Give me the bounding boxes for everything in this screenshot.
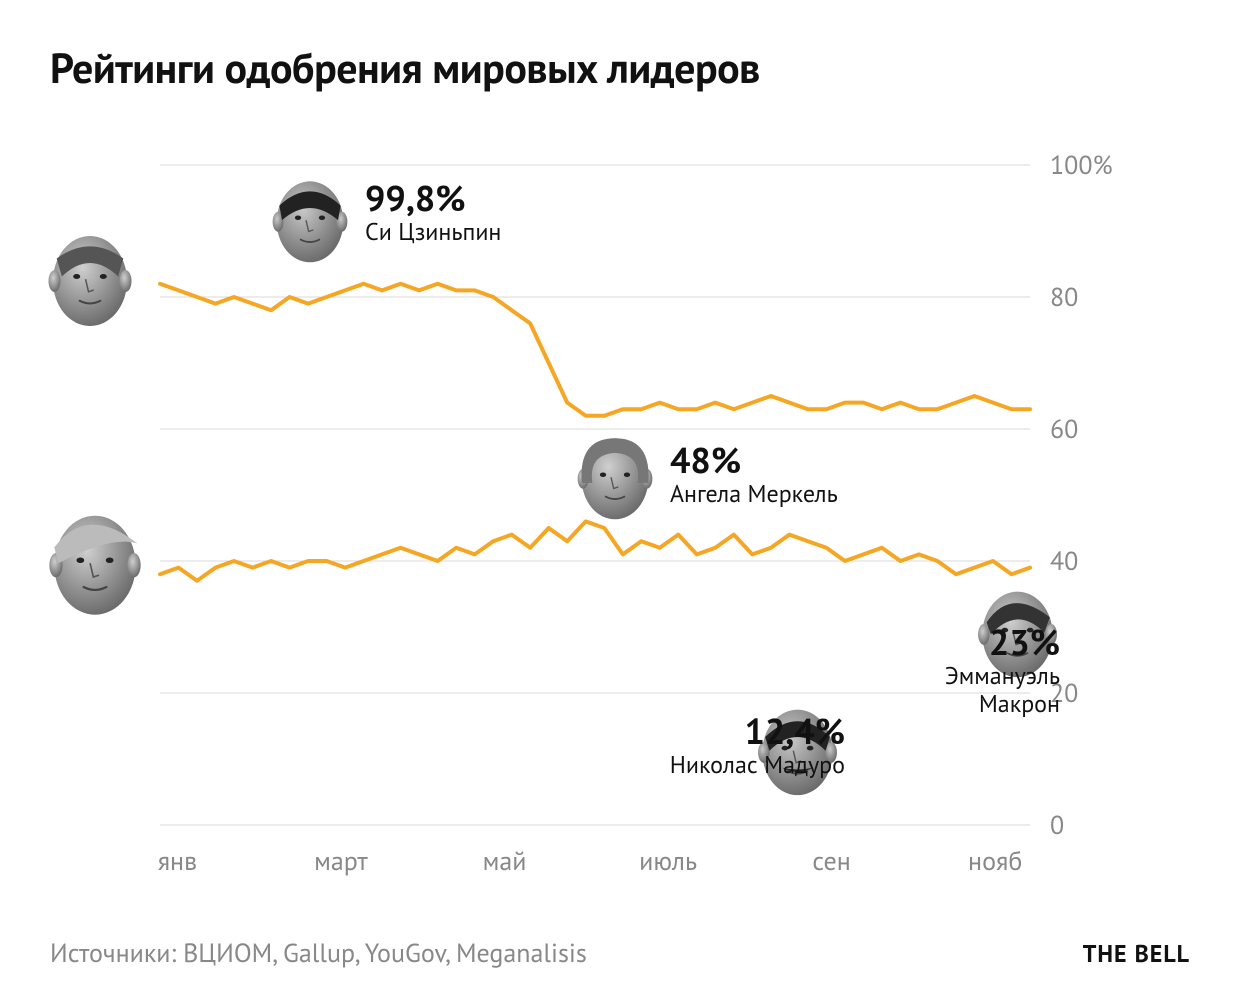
maduro-callout: 12,4% Николас Мадуро: [670, 713, 845, 780]
xi-callout: 99,8% Си Цзиньпин: [365, 180, 501, 247]
xi-name: Си Цзиньпин: [365, 218, 501, 247]
maduro-name: Николас Мадуро: [670, 751, 845, 780]
x-tick-label: май: [483, 845, 527, 878]
macron-callout: 23% Эммануэль Макрон: [945, 624, 1060, 720]
macron-pct: 23%: [945, 624, 1060, 660]
merkel-pct: 48%: [670, 442, 838, 478]
y-tick-label: 80: [1050, 281, 1078, 314]
y-tick-label: 60: [1050, 413, 1078, 446]
y-tick-label: 40: [1050, 545, 1078, 578]
trump-portrait-icon: [40, 508, 150, 618]
x-tick-label: янв: [158, 845, 197, 878]
macron-name: Эммануэль Макрон: [945, 662, 1060, 720]
maduro-pct: 12,4%: [670, 713, 845, 749]
brand-logo: THE BELL: [1083, 938, 1190, 969]
merkel-name: Ангела Меркель: [670, 480, 838, 509]
x-tick-label: нояб: [968, 845, 1022, 878]
approval-chart: [50, 145, 1090, 905]
merkel-portrait-icon: [570, 432, 660, 522]
chart-area: 020406080100% янвмартмайиюльсеннояб: [50, 145, 1190, 905]
xi-portrait-icon: [265, 175, 355, 265]
sources-label: Источники: ВЦИОМ, Gallup, YouGov, Megana…: [50, 937, 587, 970]
x-tick-label: март: [314, 845, 368, 878]
putin-portrait-icon: [40, 229, 140, 329]
merkel-callout: 48% Ангела Меркель: [670, 442, 838, 509]
page-title: Рейтинги одобрения мировых лидеров: [50, 40, 1190, 95]
xi-pct: 99,8%: [365, 180, 501, 216]
x-tick-label: июль: [639, 845, 697, 878]
y-tick-label: 0: [1050, 809, 1064, 842]
x-tick-label: сен: [812, 845, 850, 878]
y-tick-label: 100%: [1050, 149, 1113, 182]
